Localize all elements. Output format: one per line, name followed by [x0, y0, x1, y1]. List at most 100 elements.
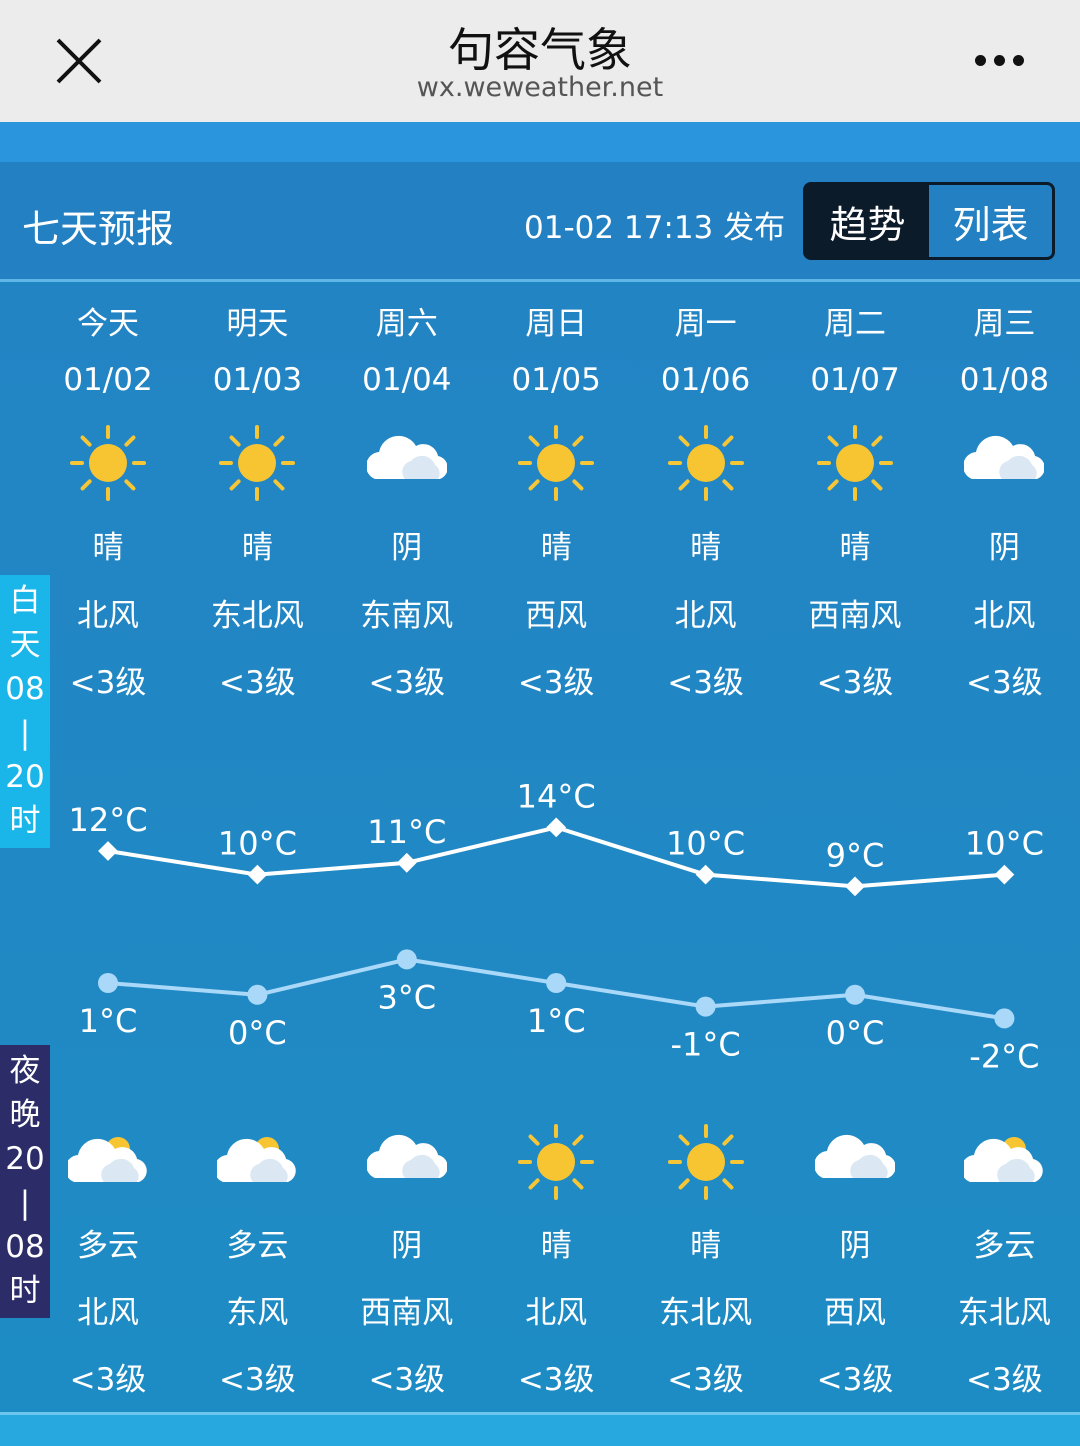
low-point	[247, 984, 268, 1005]
forecast-header: 七天预报 01-02 17:13 发布 趋势 列表	[0, 162, 1080, 282]
day-wind: 东南风	[360, 598, 454, 634]
low-point	[695, 996, 716, 1017]
high-temp-label: 10°C	[965, 825, 1044, 863]
day-wind: 北风	[674, 598, 737, 634]
night-wind: 北风	[525, 1295, 588, 1331]
day-label-part: 时	[9, 803, 41, 839]
night-label-part: 时	[9, 1273, 41, 1309]
night-wind-level: <3级	[966, 1362, 1043, 1398]
low-point	[546, 973, 567, 993]
date: 01/06	[660, 362, 751, 398]
footer-bar	[0, 1412, 1080, 1446]
night-label-part: 晚	[9, 1097, 41, 1133]
day-name: 周六	[375, 306, 438, 342]
publish-time: 01-02 17:13 发布	[524, 210, 786, 246]
date: 01/04	[362, 362, 452, 398]
cloud-icon	[963, 423, 1046, 503]
partly-cloudy-icon	[214, 1122, 297, 1202]
date: 01/05	[511, 362, 601, 398]
day-wind-level: <3级	[368, 665, 446, 701]
high-temp-label: 12°C	[68, 801, 147, 839]
night-weather: 多云	[77, 1228, 139, 1264]
low-temp-label: -1°C	[670, 1026, 740, 1064]
high-temp-label: 9°C	[826, 836, 885, 874]
day-wind-level: <3级	[966, 665, 1043, 701]
night-wind-level: <3级	[517, 1362, 595, 1398]
low-point	[845, 984, 865, 1005]
sun-icon	[666, 423, 746, 503]
night-wind-level: <3级	[368, 1362, 446, 1398]
low-temp-label: 1°C	[79, 1002, 138, 1040]
date: 01/03	[212, 362, 303, 398]
day-wind: 西风	[525, 598, 588, 634]
high-point	[546, 817, 567, 838]
night-wind: 东北风	[957, 1295, 1051, 1331]
view-toggle[interactable]: 趋势 列表	[803, 182, 1055, 260]
sun-icon	[815, 423, 895, 503]
date: 01/02	[63, 362, 153, 398]
high-point	[695, 864, 716, 885]
day-wind: 北风	[77, 598, 139, 634]
cloud-icon	[814, 1122, 896, 1202]
day-label-part: 20	[5, 759, 45, 795]
high-temp-label: 10°C	[666, 825, 745, 863]
banner-strip	[0, 122, 1080, 162]
day-weather: 晴	[241, 530, 273, 566]
low-point	[396, 949, 417, 970]
close-icon[interactable]	[52, 34, 106, 88]
low-temp-label: -2°C	[969, 1037, 1039, 1075]
night-wind-level: <3级	[219, 1362, 296, 1398]
low-temp-label: 1°C	[527, 1002, 586, 1040]
night-wind: 西风	[824, 1295, 886, 1331]
night-wind-level: <3级	[69, 1362, 147, 1398]
high-point	[247, 864, 268, 885]
title-bar: 句容气象 wx.weweather.net	[0, 0, 1080, 122]
high-temp-label: 11°C	[367, 813, 446, 851]
night-label-part: 20	[5, 1141, 45, 1177]
day-wind-level: <3级	[667, 665, 744, 701]
high-point	[396, 852, 417, 873]
sun-icon	[666, 1122, 746, 1202]
night-label-part: 08	[5, 1229, 45, 1265]
day-weather: 晴	[540, 530, 572, 566]
day-name: 周二	[824, 306, 886, 342]
day-weather: 晴	[92, 530, 124, 566]
sun-icon	[217, 423, 297, 503]
high-temp-label: 10°C	[218, 825, 297, 863]
low-temp-label: 0°C	[228, 1014, 287, 1052]
day-label-part: |	[19, 715, 31, 751]
tab-trend[interactable]: 趋势	[829, 202, 906, 247]
night-weather: 多云	[973, 1228, 1036, 1264]
high-point	[98, 841, 118, 861]
low-point	[98, 973, 118, 993]
sun-icon	[68, 423, 148, 503]
night-weather: 多云	[226, 1228, 289, 1264]
night-weather: 晴	[690, 1228, 722, 1264]
daytime-label: 白天 08 | 20 时	[0, 575, 50, 848]
day-label-part: 08	[5, 671, 45, 707]
night-wind: 东北风	[659, 1295, 753, 1331]
day-wind: 北风	[973, 598, 1036, 634]
day-wind-level: <3级	[69, 665, 147, 701]
day-name: 明天	[226, 306, 289, 342]
day-name: 周三	[973, 306, 1036, 342]
night-weather: 阴	[391, 1228, 423, 1264]
day-label-part: 天	[9, 627, 41, 663]
day-weather: 晴	[690, 530, 722, 566]
high-point	[845, 876, 865, 897]
app-url: wx.weweather.net	[416, 72, 664, 103]
section-title: 七天预报	[22, 207, 175, 251]
night-wind: 东风	[226, 1295, 289, 1331]
day-wind-level: <3级	[517, 665, 595, 701]
more-icon[interactable]	[975, 54, 1032, 70]
night-wind-level: <3级	[667, 1362, 744, 1398]
low-temp-label: 3°C	[377, 978, 436, 1016]
day-weather: 晴	[839, 530, 871, 566]
day-name: 今天	[77, 306, 139, 342]
day-wind-level: <3级	[219, 665, 296, 701]
tab-list[interactable]: 列表	[929, 185, 1052, 257]
day-label-part: 白	[9, 583, 41, 619]
night-label-part: 夜	[9, 1053, 41, 1089]
night-weather: 晴	[540, 1228, 572, 1264]
cloud-icon	[365, 423, 448, 503]
